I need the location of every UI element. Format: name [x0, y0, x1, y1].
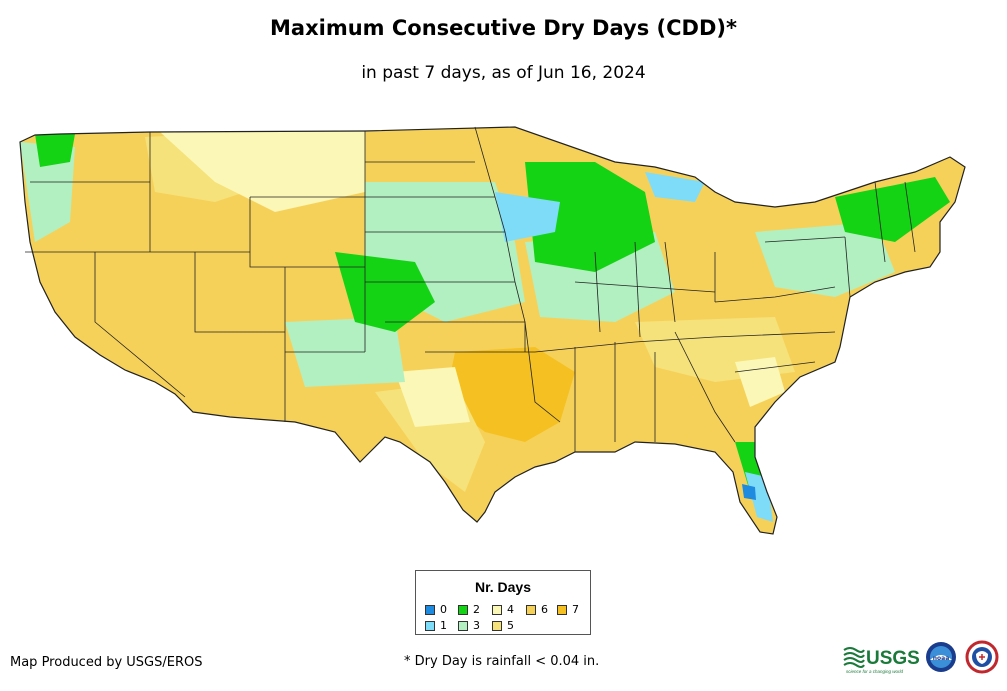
map-subtitle: in past 7 days, as of Jun 16, 2024 [361, 63, 646, 83]
legend-item-1: 1 [425, 619, 447, 632]
legend-item-2: 2 [458, 603, 480, 616]
legend-label-7: 7 [572, 603, 579, 616]
region-1-lake-superior [645, 172, 705, 202]
legend-swatch-2 [458, 604, 468, 615]
legend-label-0: 0 [440, 603, 447, 616]
legend: Nr. Days 0 1 2 3 4 5 6 7 [415, 570, 591, 635]
region-0-florida [742, 484, 756, 500]
legend-label-2: 2 [473, 603, 480, 616]
region-4-georgia [735, 357, 785, 407]
legend-item-3: 3 [458, 619, 480, 632]
region-4-texas-central [395, 367, 470, 427]
legend-swatch-7 [557, 604, 567, 615]
usgs-tagline: science for a changing world [846, 669, 904, 674]
legend-label-1: 1 [440, 619, 447, 632]
cdd-map [19, 126, 966, 535]
region-2-new-england [835, 177, 950, 242]
legend-item-4: 4 [492, 603, 514, 616]
region-2-washington [35, 134, 75, 167]
legend-label-5: 5 [507, 619, 514, 632]
region-2-central [335, 252, 435, 332]
legend-item-0: 0 [425, 603, 447, 616]
region-2-great-lakes [525, 162, 655, 272]
nws-logo [965, 640, 999, 674]
usgs-logo: USGS science for a changing world [843, 647, 920, 674]
legend-swatch-3 [458, 620, 468, 631]
legend-label-4: 4 [507, 603, 514, 616]
dry-day-footnote: * Dry Day is rainfall < 0.04 in. [404, 654, 600, 669]
usgs-wordmark: USGS [866, 648, 920, 669]
legend-label-3: 3 [473, 619, 480, 632]
region-7-south-central [445, 347, 575, 442]
legend-item-5: 5 [492, 619, 514, 632]
legend-title: Nr. Days [474, 579, 532, 595]
agency-logos: USGS science for a changing world noaa [843, 640, 999, 674]
region-4-montana [160, 130, 365, 212]
noaa-wordmark: noaa [933, 655, 950, 662]
producer-credit: Map Produced by USGS/EROS [10, 655, 203, 670]
map-title: Maximum Consecutive Dry Days (CDD)* [270, 16, 737, 40]
noaa-logo: noaa [926, 642, 956, 672]
legend-swatch-0 [425, 604, 435, 615]
state-borders [19, 126, 966, 535]
region-3-pacific-nw [20, 142, 75, 242]
legend-swatch-6 [526, 604, 536, 615]
legend-item-7: 7 [557, 603, 579, 616]
legend-swatch-5 [492, 620, 502, 631]
legend-swatch-4 [492, 604, 502, 615]
region-1-minnesota [495, 192, 560, 242]
legend-swatch-1 [425, 620, 435, 631]
legend-item-6: 6 [526, 603, 548, 616]
legend-label-6: 6 [541, 603, 548, 616]
